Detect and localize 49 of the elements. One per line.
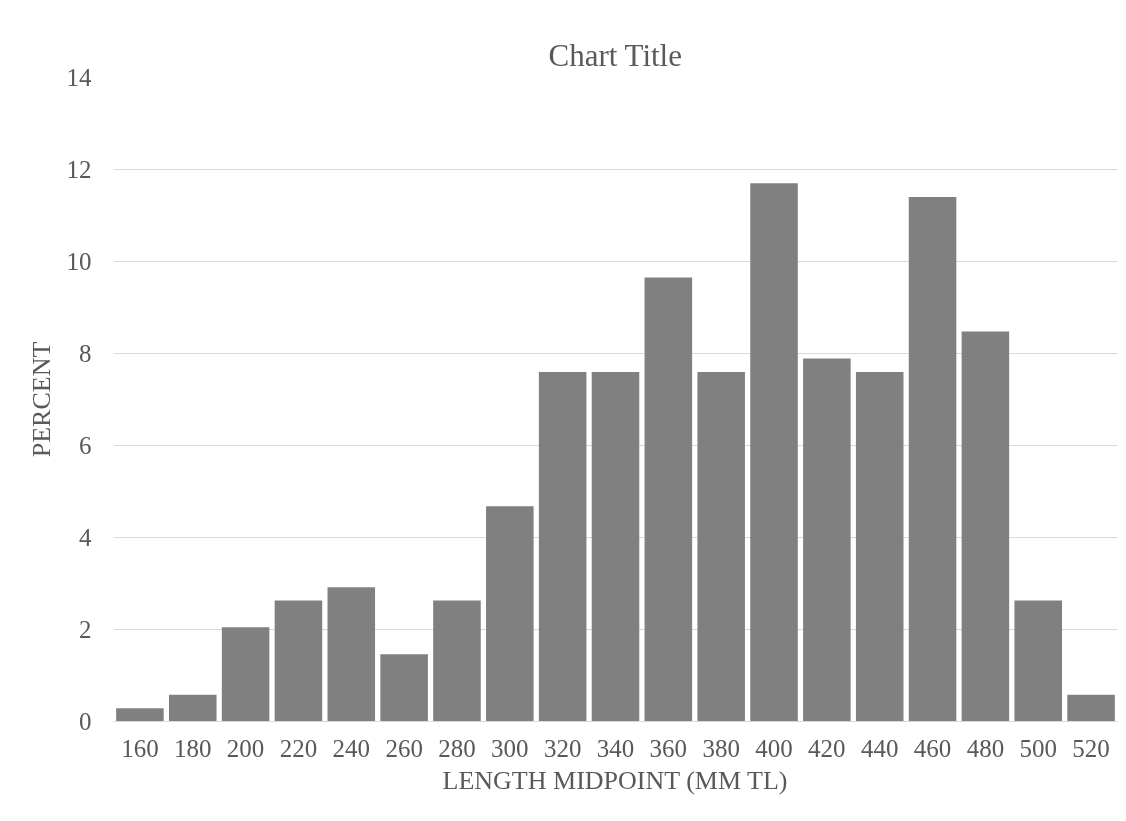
x-tick-label: 320 — [543, 734, 582, 762]
bar — [1014, 600, 1063, 722]
bar — [168, 694, 217, 722]
bar — [538, 371, 587, 722]
bar — [221, 627, 270, 722]
bar — [274, 600, 323, 722]
bar — [327, 587, 376, 722]
x-tick-label: 460 — [913, 734, 952, 762]
x-tick-label: 420 — [808, 734, 846, 762]
bar — [644, 277, 693, 722]
x-tick-label: 480 — [966, 734, 1005, 762]
x-tick-label: 200 — [226, 734, 265, 762]
x-tick-label: 340 — [596, 734, 635, 762]
x-tick-label: 500 — [1019, 734, 1057, 762]
y-tick-label: 2 — [79, 616, 92, 643]
x-tick-label: 380 — [702, 734, 740, 762]
bar — [697, 371, 745, 722]
bar — [433, 600, 481, 722]
x-tick-label: 440 — [860, 734, 899, 762]
y-tick-label: 4 — [79, 524, 92, 551]
bar — [961, 331, 1010, 722]
bar — [1067, 694, 1115, 722]
bar — [380, 654, 428, 722]
chart-title: Chart Title — [548, 37, 682, 73]
bar — [803, 358, 851, 722]
y-tick-label: 0 — [79, 708, 92, 735]
x-tick-label: 300 — [491, 734, 529, 762]
bar — [116, 708, 164, 722]
x-tick-label: 360 — [649, 734, 688, 762]
y-axis-title: PERCENT — [26, 341, 56, 458]
x-tick-label: 240 — [332, 734, 371, 762]
x-tick-label: 260 — [385, 734, 423, 762]
bar — [750, 183, 798, 722]
x-tick-label: 220 — [279, 734, 318, 762]
x-tick-label: 160 — [121, 734, 159, 762]
x-axis-title: LENGTH MIDPOINT (MM TL) — [442, 765, 788, 795]
y-tick-label: 8 — [79, 340, 92, 367]
y-tick-label: 10 — [66, 248, 92, 275]
y-tick-label: 6 — [79, 432, 92, 459]
bar — [908, 197, 957, 722]
bar — [855, 371, 904, 722]
bar — [591, 371, 640, 722]
x-tick-label: 180 — [174, 734, 212, 762]
x-tick-label: 280 — [438, 734, 476, 762]
x-tick-label: 400 — [755, 734, 793, 762]
y-tick-label: 14 — [66, 64, 92, 91]
bar — [486, 506, 534, 722]
y-tick-label: 12 — [66, 156, 92, 183]
x-tick-label: 520 — [1072, 734, 1110, 762]
